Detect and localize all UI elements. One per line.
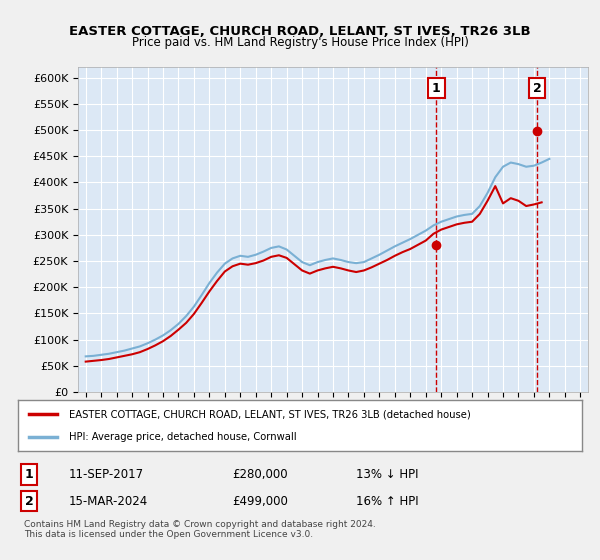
Text: EASTER COTTAGE, CHURCH ROAD, LELANT, ST IVES, TR26 3LB (detached house): EASTER COTTAGE, CHURCH ROAD, LELANT, ST … bbox=[69, 409, 470, 419]
Text: 2: 2 bbox=[533, 82, 542, 95]
Text: 13% ↓ HPI: 13% ↓ HPI bbox=[356, 468, 419, 481]
Text: 2: 2 bbox=[25, 494, 34, 507]
Text: £499,000: £499,000 bbox=[232, 494, 288, 507]
Text: 15-MAR-2024: 15-MAR-2024 bbox=[69, 494, 148, 507]
Text: £280,000: £280,000 bbox=[232, 468, 288, 481]
Text: 16% ↑ HPI: 16% ↑ HPI bbox=[356, 494, 419, 507]
Text: EASTER COTTAGE, CHURCH ROAD, LELANT, ST IVES, TR26 3LB: EASTER COTTAGE, CHURCH ROAD, LELANT, ST … bbox=[69, 25, 531, 38]
Text: 1: 1 bbox=[25, 468, 34, 481]
Text: Contains HM Land Registry data © Crown copyright and database right 2024.
This d: Contains HM Land Registry data © Crown c… bbox=[23, 520, 376, 539]
Text: 11-SEP-2017: 11-SEP-2017 bbox=[69, 468, 144, 481]
Text: HPI: Average price, detached house, Cornwall: HPI: Average price, detached house, Corn… bbox=[69, 432, 296, 442]
Text: Price paid vs. HM Land Registry's House Price Index (HPI): Price paid vs. HM Land Registry's House … bbox=[131, 36, 469, 49]
Text: 1: 1 bbox=[432, 82, 441, 95]
